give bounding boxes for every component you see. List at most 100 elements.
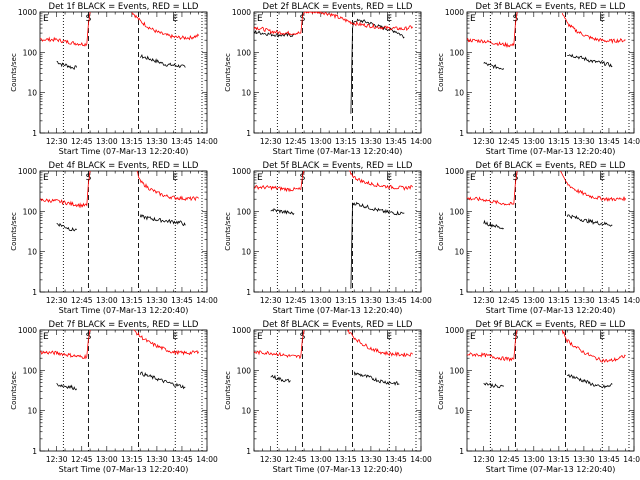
- series-line-lld: [466, 329, 518, 362]
- x-tick-label: 12:45: [498, 296, 520, 305]
- y-tick-label: 100: [450, 48, 465, 57]
- x-tick-label: 13:45: [598, 455, 620, 464]
- x-tick-label: 14:00: [410, 137, 432, 146]
- marker-e: E: [386, 173, 392, 183]
- x-tick-label: 13:00: [310, 296, 332, 305]
- corner-marker: E: [257, 14, 263, 24]
- x-tick-label: 12:45: [71, 296, 93, 305]
- y-tick-label: 1000: [445, 8, 464, 17]
- x-tick-label: 14:00: [196, 455, 218, 464]
- series-line-events: [270, 374, 291, 383]
- x-tick-label: 13:00: [310, 455, 332, 464]
- series-line-events: [353, 371, 400, 386]
- plot-frame: [466, 11, 635, 134]
- series-line-events: [56, 60, 78, 70]
- marker-e: E: [172, 332, 178, 342]
- y-tick-label: 100: [23, 207, 38, 216]
- marker-s: S: [513, 14, 519, 24]
- chart-title: Det 3f BLACK = Events, RED = LLD: [476, 2, 626, 12]
- x-tick-label: 12:30: [260, 137, 282, 146]
- x-axis-title: Start Time (07-Mar-13 12:20:40): [486, 147, 616, 156]
- corner-marker: E: [43, 173, 49, 183]
- series-line-lld: [349, 170, 413, 191]
- x-tick-label: 13:00: [310, 137, 332, 146]
- x-tick-label: 12:30: [473, 137, 495, 146]
- plot-frame: [39, 11, 208, 134]
- chart-panel-7: Det 7f BLACK = Events, RED = LLD 1 10 100 10…: [10, 320, 218, 474]
- series-line-lld: [131, 12, 200, 41]
- series-line-lld: [253, 11, 413, 36]
- marker-e: E: [172, 173, 178, 183]
- chart-title: Det 2f BLACK = Events, RED = LLD: [263, 2, 413, 12]
- plot-frame: [466, 170, 635, 293]
- series-line-lld: [561, 13, 626, 45]
- series-line-lld: [560, 170, 626, 202]
- x-tick-label: 14:00: [410, 455, 432, 464]
- y-tick-label: 100: [450, 207, 465, 216]
- x-tick-label: 12:45: [285, 296, 307, 305]
- chart-title: Det 9f BLACK = Events, RED = LLD: [476, 320, 626, 330]
- x-tick-label: 13:45: [598, 296, 620, 305]
- x-tick-label: 13:30: [146, 455, 168, 464]
- chart-title: Det 5f BLACK = Events, RED = LLD: [263, 161, 413, 171]
- y-axis-title: Counts/sec: [437, 371, 445, 410]
- x-axis-title: Start Time (07-Mar-13 12:20:40): [273, 306, 403, 315]
- series-line-events: [483, 219, 504, 230]
- x-tick-label: 12:45: [71, 137, 93, 146]
- chart-title: Det 6f BLACK = Events, RED = LLD: [476, 161, 626, 171]
- series-line-lld: [561, 329, 626, 363]
- chart-panel-9: Det 9f BLACK = Events, RED = LLD 1 10 100 10…: [437, 320, 640, 474]
- chart-panel-2: Det 2f BLACK = Events, RED = LLD 1 10 100 10…: [224, 2, 432, 156]
- y-tick-label: 100: [23, 48, 38, 57]
- x-axis-title: Start Time (07-Mar-13 12:20:40): [273, 465, 403, 474]
- y-tick-label: 1: [246, 129, 251, 138]
- x-tick-label: 12:30: [473, 296, 495, 305]
- x-tick-label: 13:15: [335, 296, 357, 305]
- marker-s: S: [86, 173, 92, 183]
- x-tick-label: 13:00: [96, 137, 118, 146]
- x-tick-label: 12:30: [260, 296, 282, 305]
- chart-title: Det 8f BLACK = Events, RED = LLD: [263, 320, 413, 330]
- y-tick-label: 1: [32, 447, 37, 456]
- x-tick-label: 13:30: [573, 137, 595, 146]
- series-line-events: [139, 54, 186, 68]
- corner-marker: E: [470, 173, 476, 183]
- series-line-lld: [253, 170, 305, 193]
- x-tick-label: 13:15: [121, 296, 143, 305]
- y-tick-label: 100: [237, 366, 252, 375]
- y-axis-title: Counts/sec: [10, 53, 18, 92]
- y-tick-label: 1000: [445, 167, 464, 176]
- chart-panel-1: Det 1f BLACK = Events, RED = LLD 1 10 100 10…: [10, 2, 218, 156]
- corner-marker: E: [470, 332, 476, 342]
- y-tick-label: 1000: [18, 167, 37, 176]
- x-axis-title: Start Time (07-Mar-13 12:20:40): [59, 147, 189, 156]
- plot-frame: [253, 329, 422, 452]
- x-tick-label: 13:15: [548, 455, 570, 464]
- x-tick-label: 13:30: [146, 137, 168, 146]
- x-axis-title: Start Time (07-Mar-13 12:20:40): [273, 147, 403, 156]
- x-axis-title: Start Time (07-Mar-13 12:20:40): [59, 306, 189, 315]
- series-line-lld: [466, 11, 518, 48]
- series-line-lld: [39, 11, 91, 47]
- x-tick-label: 13:00: [523, 455, 545, 464]
- x-tick-label: 13:45: [385, 137, 407, 146]
- x-tick-label: 13:30: [573, 296, 595, 305]
- corner-marker: E: [470, 14, 476, 24]
- x-axis-title: Start Time (07-Mar-13 12:20:40): [486, 306, 616, 315]
- y-tick-label: 100: [450, 366, 465, 375]
- x-tick-label: 12:30: [46, 296, 68, 305]
- chart-title: Det 7f BLACK = Events, RED = LLD: [49, 320, 199, 330]
- plot-frame: [39, 170, 208, 293]
- x-tick-label: 13:45: [171, 296, 193, 305]
- corner-marker: E: [43, 14, 49, 24]
- series-line-events: [566, 373, 613, 389]
- x-tick-label: 13:30: [360, 296, 382, 305]
- chart-title: Det 4f BLACK = Events, RED = LLD: [49, 161, 199, 171]
- x-tick-label: 14:00: [196, 296, 218, 305]
- plot-frame: [253, 11, 422, 134]
- series-line-events: [350, 18, 405, 114]
- x-tick-label: 13:00: [96, 296, 118, 305]
- series-line-events: [56, 382, 78, 391]
- x-tick-label: 13:45: [385, 455, 407, 464]
- plot-frame: [466, 329, 635, 452]
